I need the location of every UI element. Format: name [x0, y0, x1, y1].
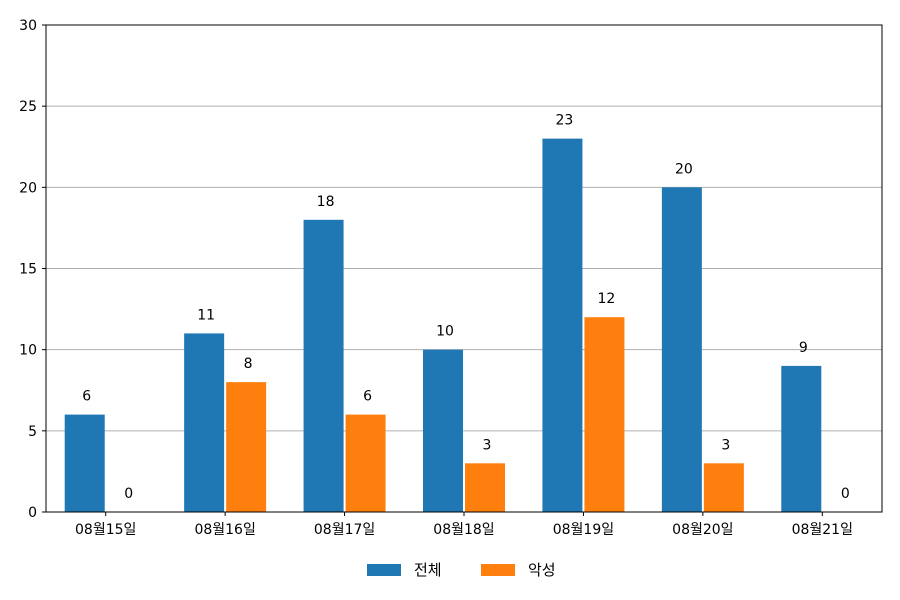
- data-labels: 6 0 11 8 18 6 10 3 23 12 20 3 9 0: [82, 113, 849, 502]
- data-label: 6: [363, 389, 372, 405]
- y-tick-label: 10: [19, 343, 37, 359]
- bar-total: [781, 365, 822, 512]
- data-label: 10: [436, 324, 454, 340]
- y-tick-label: 5: [28, 424, 37, 440]
- grid-lines: [46, 105, 882, 432]
- data-label: 3: [721, 437, 730, 453]
- data-label: 6: [82, 389, 91, 405]
- bar-malicious: [226, 382, 267, 512]
- bar-total: [542, 138, 583, 512]
- bar-malicious: [465, 463, 505, 512]
- bar-total: [184, 333, 225, 512]
- legend-swatch: [481, 564, 515, 576]
- x-tick-label: 08월15일: [75, 522, 136, 538]
- x-tick-label: 08월19일: [553, 522, 614, 538]
- x-axis: 08월15일 08월16일 08월17일 08월18일 08월19일 08월20일 08월2…: [75, 512, 853, 538]
- bar-total: [661, 187, 702, 513]
- x-tick-label: 08월17일: [314, 522, 375, 538]
- bar-total: [303, 219, 344, 513]
- legend: 전체 악성: [367, 561, 556, 579]
- y-tick-label: 25: [19, 99, 37, 115]
- x-tick-label: 08월21일: [792, 522, 853, 538]
- bar-malicious: [703, 463, 744, 512]
- data-label: 8: [244, 356, 253, 372]
- data-label: 12: [598, 291, 616, 307]
- x-tick-label: 08월20일: [672, 522, 733, 538]
- data-label: 0: [124, 486, 133, 502]
- bars: [64, 138, 822, 513]
- y-tick-label: 0: [28, 505, 37, 521]
- y-tick-label: 20: [19, 180, 37, 196]
- data-label: 11: [197, 307, 215, 323]
- bar-total: [423, 349, 463, 512]
- legend-label: 악성: [528, 561, 556, 579]
- y-tick-label: 15: [19, 262, 37, 278]
- legend-label: 전체: [414, 561, 442, 579]
- data-label: 18: [317, 194, 335, 210]
- data-label: 23: [556, 113, 574, 129]
- bar-malicious: [584, 317, 625, 512]
- data-label: 20: [675, 161, 693, 177]
- x-tick-label: 08월16일: [194, 522, 255, 538]
- data-label: 0: [841, 486, 850, 502]
- data-label: 3: [483, 437, 492, 453]
- legend-swatch: [367, 564, 401, 576]
- y-tick-label: 30: [19, 18, 37, 34]
- data-label: 9: [799, 340, 808, 356]
- bar-malicious: [345, 414, 386, 512]
- x-tick-label: 08월18일: [433, 522, 494, 538]
- bar-total: [64, 414, 105, 512]
- y-axis: 0 5 10 15 20 25 30: [19, 18, 46, 521]
